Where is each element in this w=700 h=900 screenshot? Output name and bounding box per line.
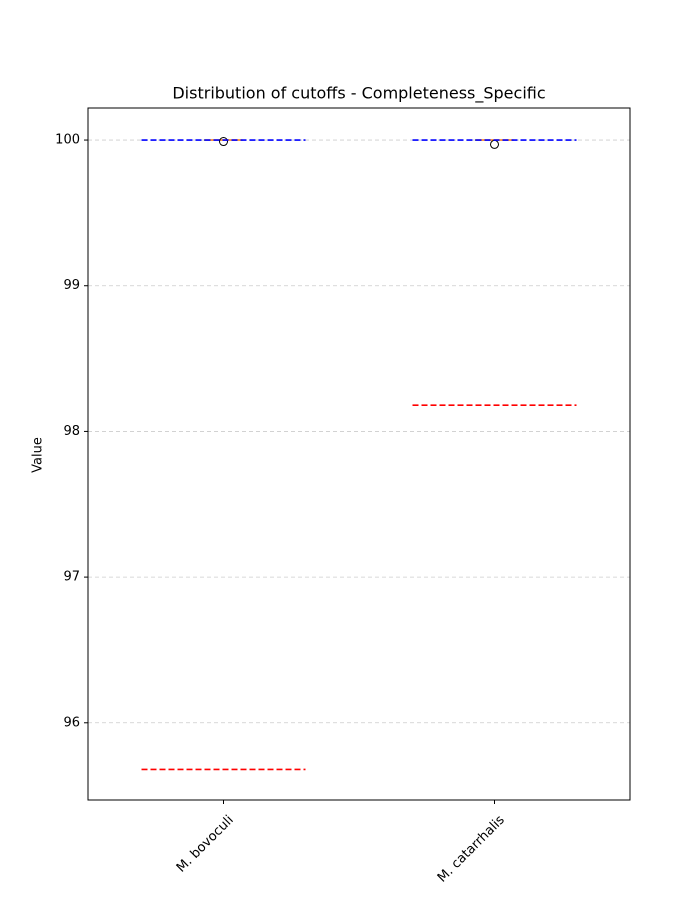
y-tick-label: 97 — [63, 570, 80, 585]
x-tick-label: M. catarrhalis — [435, 813, 508, 886]
x-tick-label: M. bovoculi — [174, 813, 237, 876]
y-tick-label: 96 — [63, 715, 80, 730]
y-tick-label: 98 — [63, 424, 80, 439]
y-axis-label: Value — [31, 437, 46, 473]
plot-frame — [87, 107, 631, 801]
outlier — [219, 137, 228, 147]
outlier — [490, 139, 499, 149]
chart-title: Distribution of cutoffs - Completeness_S… — [172, 84, 545, 104]
y-tick-label: 99 — [63, 278, 80, 293]
y-tick-label: 100 — [55, 133, 80, 148]
